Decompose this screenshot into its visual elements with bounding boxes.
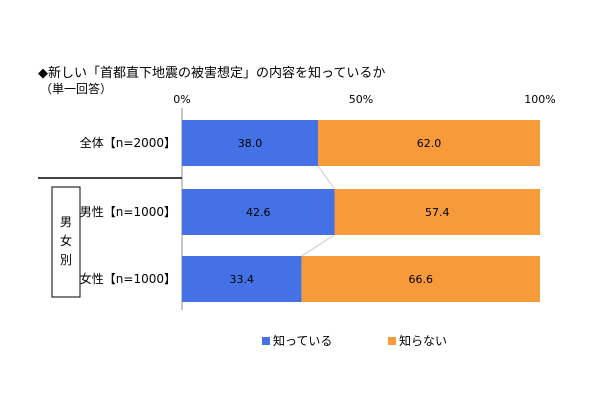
- bar-value-label: 38.0: [238, 137, 263, 150]
- bar-value-label: 62.0: [417, 137, 442, 150]
- bar-segment: [182, 256, 302, 302]
- bar-value-label: 33.4: [230, 273, 255, 286]
- bar-value-label: 42.6: [246, 206, 271, 219]
- legend-swatch-unknown: [388, 336, 396, 345]
- x-tick-label: 50%: [349, 93, 373, 106]
- legend-label-unknown: 知らない: [399, 334, 448, 348]
- bar-value-label: 57.4: [425, 206, 450, 219]
- x-tick-label: 0%: [173, 93, 190, 106]
- chart-subtitle: （単一回答）: [40, 82, 113, 96]
- series-connector-line: [317, 165, 335, 190]
- group-label-char: 別: [60, 253, 72, 267]
- category-label: 男性【n=1000】: [80, 205, 176, 219]
- group-label-char: 男: [60, 215, 72, 229]
- group-label-box: [51, 186, 81, 298]
- bar-segment: [182, 120, 319, 166]
- chart-title: ◆新しい「首都直下地震の被害想定」の内容を知っているか: [38, 66, 386, 81]
- legend-label-known: 知っている: [273, 334, 333, 348]
- group-label-char: 女: [60, 233, 72, 248]
- legend-swatch-known: [262, 336, 270, 345]
- bar-value-label: 66.6: [409, 273, 434, 286]
- bar-segment: [182, 189, 335, 235]
- category-label: 全体【n=2000】: [80, 135, 176, 150]
- bar-segment: [301, 256, 540, 302]
- category-label: 女性【n=1000】: [80, 271, 176, 286]
- x-tick-label: 100%: [524, 93, 555, 106]
- series-connector-line: [301, 234, 335, 257]
- bar-segment: [318, 120, 540, 166]
- bar-segment: [334, 189, 540, 235]
- legend-item-unknown: 知らない: [388, 332, 447, 349]
- legend-item-known: 知っている: [262, 332, 332, 349]
